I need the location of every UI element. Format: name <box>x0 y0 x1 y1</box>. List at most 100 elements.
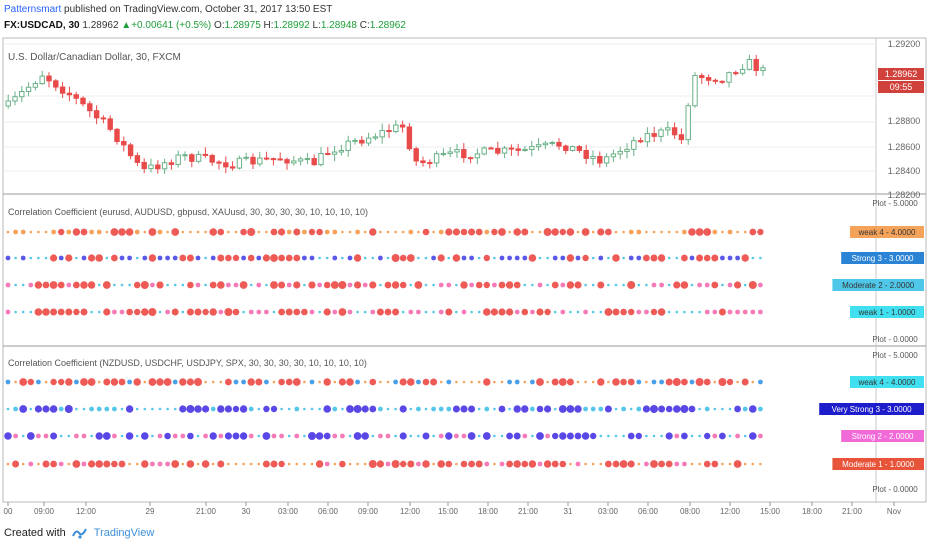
candle-body <box>447 151 453 155</box>
correlation-dot <box>424 256 428 260</box>
candle-body <box>753 58 759 72</box>
correlation-dot <box>385 433 391 439</box>
correlation-dot <box>432 434 435 438</box>
correlation-dot <box>690 283 694 287</box>
correlation-dot <box>272 310 276 314</box>
correlation-dot <box>665 378 673 386</box>
author-link[interactable]: Patternsmart <box>4 4 62 15</box>
publish-info: published on TradingView.com, October 31… <box>64 4 333 15</box>
price-axis-label: 1.28200 <box>888 190 921 200</box>
correlation-dot <box>179 254 187 262</box>
correlation-dot <box>309 255 315 261</box>
correlation-dot <box>643 254 650 262</box>
candle-body <box>229 166 236 169</box>
correlation-dot <box>324 461 330 467</box>
correlation-dot <box>432 462 435 466</box>
correlation-dot <box>483 378 491 386</box>
correlation-dot <box>758 379 763 385</box>
chart-area[interactable]: U.S. Dollar/Canadian Dollar, 30, FXCM 1.… <box>0 36 932 520</box>
correlation-dot <box>399 432 407 440</box>
correlation-dot <box>310 462 314 466</box>
correlation-dot <box>386 407 390 411</box>
correlation-dot <box>597 281 605 289</box>
correlation-dot <box>332 255 338 261</box>
correlation-dot <box>347 255 353 261</box>
correlation-dot <box>37 230 40 234</box>
correlation-dot <box>498 405 506 413</box>
correlation-dot <box>628 229 634 235</box>
correlation-dot <box>323 378 331 386</box>
correlation-dot <box>278 228 286 236</box>
correlation-dot <box>42 405 50 413</box>
correlation-dot <box>703 460 711 468</box>
correlation-dot <box>667 256 671 260</box>
correlation-dot <box>278 460 285 468</box>
correlation-dot <box>741 254 749 262</box>
correlation-dot <box>399 405 407 413</box>
correlation-dot <box>140 281 149 289</box>
candle-body <box>515 148 521 151</box>
correlation-dot <box>36 433 41 439</box>
correlation-dot <box>264 379 269 385</box>
tradingview-brand[interactable]: TradingView <box>93 527 155 539</box>
correlation-dot <box>544 405 552 413</box>
correlation-dot <box>718 378 727 386</box>
correlation-dot <box>636 379 642 385</box>
correlation-dot <box>50 432 58 440</box>
correlation-dot <box>477 256 481 260</box>
correlation-dot <box>455 380 458 384</box>
correlation-dot <box>20 229 26 235</box>
correlation-dot <box>74 379 79 385</box>
correlation-dot <box>44 230 48 234</box>
correlation-dot <box>157 433 163 439</box>
correlation-dot <box>293 308 301 316</box>
correlation-dot <box>644 309 649 315</box>
correlation-dot <box>446 379 452 385</box>
candle-body <box>678 134 685 141</box>
correlation-dot <box>257 230 261 234</box>
correlation-dot <box>468 405 476 413</box>
correlation-dot <box>120 407 124 411</box>
correlation-dot <box>150 282 155 288</box>
candle-body <box>202 153 209 156</box>
correlation-dot <box>741 378 749 386</box>
correlation-dot <box>521 308 529 316</box>
time-axis[interactable]: 00 09:00 12:00 29 21:00 30 03:00 06:00 09:00 12:0… <box>4 502 902 516</box>
correlation-dot <box>21 462 25 466</box>
correlation-dot <box>211 380 215 384</box>
correlation-dot <box>758 433 763 439</box>
correlation-dot <box>514 379 520 385</box>
correlation-dot <box>135 407 139 411</box>
correlation-dot <box>302 255 307 261</box>
correlation-dot <box>749 405 757 413</box>
correlation-dot <box>483 308 491 316</box>
correlation-dot <box>727 229 733 235</box>
chart-canvas[interactable]: U.S. Dollar/Canadian Dollar, 30, FXCM 1.… <box>0 36 932 520</box>
correlation-dot <box>363 310 367 314</box>
correlation-dot <box>452 405 460 413</box>
correlation-dot <box>234 462 238 466</box>
correlation-dot <box>581 228 590 236</box>
correlation-dot <box>559 432 567 440</box>
correlation-dot <box>574 281 582 289</box>
correlation-dot <box>417 230 420 234</box>
correlation-dot <box>112 309 117 315</box>
correlation-dot <box>103 378 111 386</box>
correlation-dot <box>636 309 642 315</box>
correlation-dot <box>584 380 587 384</box>
candle-body <box>297 158 304 162</box>
correlation-dot <box>323 308 331 316</box>
correlation-dot <box>285 378 293 386</box>
correlation-dot <box>446 406 452 412</box>
correlation-dot <box>598 406 604 412</box>
correlation-dot <box>323 281 331 289</box>
correlation-dot <box>67 434 71 438</box>
correlation-dot <box>689 379 695 385</box>
correlation-dot <box>119 255 125 261</box>
correlation-dot <box>97 283 101 287</box>
correlation-dot <box>551 228 559 236</box>
correlation-dot <box>65 308 73 316</box>
correlation-dot <box>614 283 618 287</box>
level-tag <box>850 226 924 238</box>
correlation-dot <box>469 255 474 261</box>
